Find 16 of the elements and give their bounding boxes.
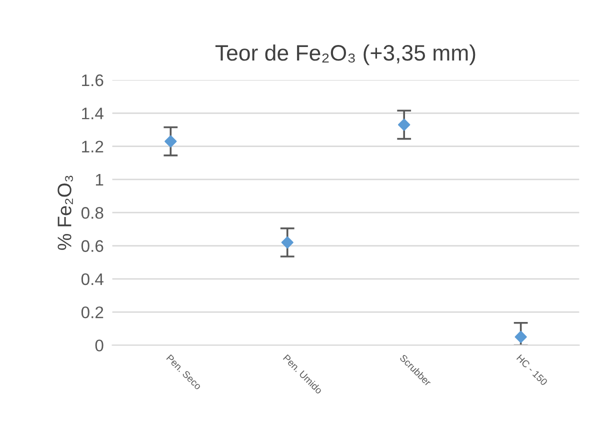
y-tick-label: 0.2: [81, 306, 104, 318]
point: [281, 236, 294, 249]
point: [398, 118, 410, 131]
point: [514, 330, 527, 344]
y-tick-label: 1: [96, 174, 104, 186]
point: [164, 135, 177, 148]
y-tick-label: 0.8: [81, 207, 104, 219]
x-tick-label: HC - 150: [516, 354, 548, 386]
y-tick-label: 1.4: [82, 108, 104, 120]
chart-title: Teor de Fe₂O₃ (+3,35 mm): [215, 44, 476, 66]
y-tick-label: 0.4: [81, 273, 104, 286]
y-tick-label: 1.6: [82, 74, 104, 86]
y-axis-title: % Fe₂O₃: [58, 176, 73, 250]
y-tick-label: 1.2: [82, 140, 104, 152]
y-tick-label: 0: [95, 340, 104, 352]
y-tick-label: 0.6: [81, 240, 104, 252]
